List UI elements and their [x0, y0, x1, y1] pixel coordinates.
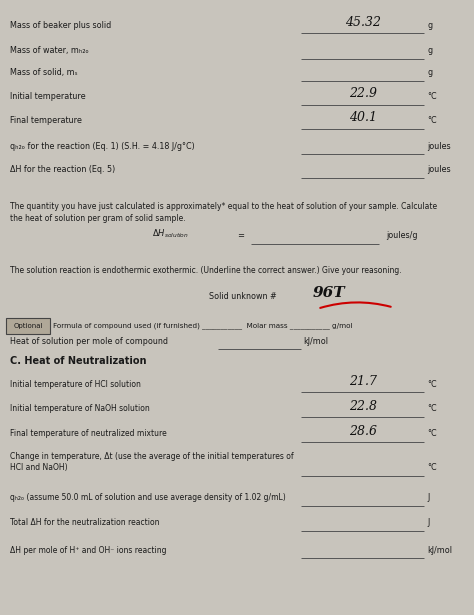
- Text: C. Heat of Neutralization: C. Heat of Neutralization: [10, 356, 147, 366]
- Text: Formula of compound used (if furnished) ___________  Molar mass ___________ g/mo: Formula of compound used (if furnished) …: [53, 323, 353, 329]
- Text: Heat of solution per mole of compound: Heat of solution per mole of compound: [10, 336, 168, 346]
- FancyBboxPatch shape: [6, 318, 50, 334]
- Text: Total ΔH for the neutralization reaction: Total ΔH for the neutralization reaction: [10, 518, 160, 527]
- Text: Mass of water, mₕ₂ₒ: Mass of water, mₕ₂ₒ: [10, 46, 89, 55]
- Text: Final temperature of neutralized mixture: Final temperature of neutralized mixture: [10, 429, 167, 438]
- Text: g: g: [428, 68, 433, 77]
- Text: °C: °C: [428, 463, 437, 472]
- Text: Mass of solid, mₛ: Mass of solid, mₛ: [10, 68, 78, 77]
- Text: Initial temperature: Initial temperature: [10, 92, 86, 101]
- Text: qₕ₂ₒ (assume 50.0 mL of solution and use average density of 1.02 g/mL): qₕ₂ₒ (assume 50.0 mL of solution and use…: [10, 493, 286, 502]
- Text: 96T: 96T: [313, 286, 346, 300]
- Text: Solid unknown #: Solid unknown #: [209, 292, 276, 301]
- Text: The solution reaction is endothermic exothermic. (Underline the correct answer.): The solution reaction is endothermic exo…: [10, 266, 402, 276]
- Text: joules: joules: [428, 165, 451, 174]
- Text: °C: °C: [428, 116, 437, 125]
- Text: ΔH for the reaction (Eq. 5): ΔH for the reaction (Eq. 5): [10, 165, 116, 174]
- Text: 22.8: 22.8: [348, 400, 377, 413]
- Text: J: J: [428, 518, 430, 527]
- Text: g: g: [428, 46, 433, 55]
- Text: Mass of beaker plus solid: Mass of beaker plus solid: [10, 20, 112, 30]
- Text: joules: joules: [428, 141, 451, 151]
- Text: ΔH per mole of H⁺ and OH⁻ ions reacting: ΔH per mole of H⁺ and OH⁻ ions reacting: [10, 546, 167, 555]
- Text: Initial temperature of HCl solution: Initial temperature of HCl solution: [10, 379, 141, 389]
- Text: kJ/mol: kJ/mol: [428, 546, 453, 555]
- Text: g: g: [428, 20, 433, 30]
- Text: The quantity you have just calculated is approximately* equal to the heat of sol: The quantity you have just calculated is…: [10, 202, 438, 223]
- Text: Change in temperature, Δt (use the average of the initial temperatures of
HCl an: Change in temperature, Δt (use the avera…: [10, 451, 294, 472]
- Text: kJ/mol: kJ/mol: [303, 336, 328, 346]
- Text: Final temperature: Final temperature: [10, 116, 82, 125]
- Text: $\Delta H_{solution}$: $\Delta H_{solution}$: [152, 228, 189, 240]
- Text: Initial temperature of NaOH solution: Initial temperature of NaOH solution: [10, 404, 150, 413]
- Text: 21.7: 21.7: [348, 375, 377, 388]
- Text: 22.9: 22.9: [348, 87, 377, 100]
- Text: 28.6: 28.6: [348, 425, 377, 438]
- Text: °C: °C: [428, 429, 437, 438]
- Text: =: =: [237, 231, 244, 240]
- Text: J: J: [428, 493, 430, 502]
- Text: 45.32: 45.32: [345, 16, 381, 29]
- Text: joules/g: joules/g: [386, 231, 418, 240]
- Text: °C: °C: [428, 404, 437, 413]
- Text: °C: °C: [428, 379, 437, 389]
- Text: Optional: Optional: [13, 323, 43, 329]
- Text: 40.1: 40.1: [348, 111, 377, 124]
- Text: qₕ₂ₒ for the reaction (Eq. 1) (S.H. = 4.18 J/g°C): qₕ₂ₒ for the reaction (Eq. 1) (S.H. = 4.…: [10, 141, 195, 151]
- Text: °C: °C: [428, 92, 437, 101]
